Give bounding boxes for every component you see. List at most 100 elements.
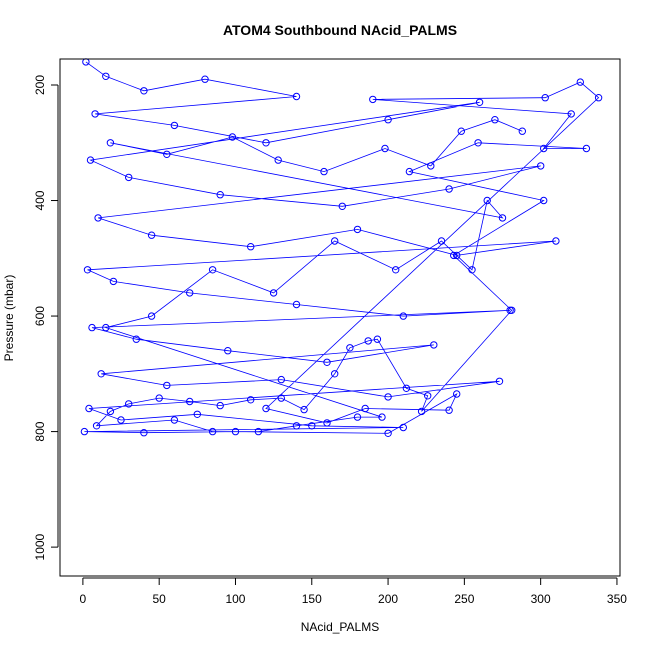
data-point bbox=[540, 196, 548, 205]
data-point bbox=[353, 225, 362, 234]
data-point bbox=[102, 323, 110, 332]
x-tick-label: 100 bbox=[225, 592, 245, 606]
x-tick-label: 250 bbox=[454, 592, 474, 606]
x-tick-label: 350 bbox=[607, 592, 627, 606]
data-point bbox=[92, 422, 101, 430]
data-point bbox=[457, 127, 465, 135]
data-point bbox=[323, 358, 331, 366]
data-point bbox=[331, 237, 339, 245]
data-point bbox=[576, 78, 584, 86]
data-point bbox=[147, 231, 156, 239]
data-point bbox=[405, 167, 414, 176]
data-point bbox=[384, 393, 392, 401]
data-point bbox=[474, 139, 482, 147]
data-point bbox=[292, 422, 301, 430]
data-point bbox=[216, 401, 224, 410]
x-axis: 0 50 100 150 200 250 300 350 bbox=[80, 577, 627, 606]
x-axis-label: NAcid_PALMS bbox=[301, 620, 379, 634]
data-point bbox=[541, 94, 549, 102]
data-point bbox=[97, 370, 105, 378]
plot-data bbox=[80, 58, 603, 437]
data-point bbox=[453, 390, 461, 398]
y-tick-label: 200 bbox=[33, 75, 47, 95]
data-point bbox=[163, 381, 171, 390]
data-point bbox=[384, 116, 392, 124]
data-point bbox=[537, 162, 545, 170]
data-point bbox=[262, 139, 270, 147]
data-point bbox=[450, 251, 458, 260]
data-point bbox=[208, 427, 217, 436]
data-point bbox=[247, 396, 255, 404]
data-point bbox=[102, 72, 110, 81]
data-point bbox=[193, 410, 202, 418]
data-point bbox=[495, 377, 504, 385]
data-point bbox=[91, 110, 99, 118]
data-point bbox=[106, 139, 115, 147]
data-point bbox=[369, 95, 377, 104]
plot-frame bbox=[59, 58, 621, 577]
data-point bbox=[402, 384, 411, 392]
data-point bbox=[292, 92, 301, 101]
data-point bbox=[80, 427, 89, 436]
data-point bbox=[106, 407, 115, 416]
data-point bbox=[491, 116, 499, 124]
data-point bbox=[140, 429, 148, 437]
data-point bbox=[277, 375, 285, 384]
series-line bbox=[84, 61, 600, 434]
data-point bbox=[475, 98, 484, 107]
data-point bbox=[269, 289, 278, 297]
data-point bbox=[468, 266, 476, 274]
x-tick-label: 0 bbox=[80, 592, 87, 606]
data-point bbox=[582, 144, 591, 153]
data-point bbox=[364, 337, 372, 345]
y-tick-label: 400 bbox=[33, 190, 47, 210]
y-tick-label: 800 bbox=[33, 421, 47, 441]
data-point bbox=[274, 156, 282, 164]
data-point bbox=[292, 300, 301, 309]
data-point bbox=[399, 312, 407, 320]
data-point bbox=[262, 404, 270, 413]
y-axis-label: Pressure (mbar) bbox=[2, 275, 16, 362]
data-point bbox=[567, 110, 575, 118]
data-point bbox=[247, 243, 255, 251]
data-point bbox=[320, 167, 328, 176]
data-point bbox=[308, 422, 316, 430]
data-point bbox=[498, 214, 507, 222]
data-point bbox=[353, 413, 362, 421]
data-point bbox=[254, 427, 263, 436]
data-point bbox=[508, 306, 516, 314]
data-point bbox=[216, 191, 224, 199]
data-point bbox=[399, 423, 407, 432]
data-point bbox=[208, 266, 217, 274]
data-point bbox=[331, 370, 339, 378]
data-point bbox=[427, 162, 435, 170]
x-tick-label: 300 bbox=[531, 592, 551, 606]
data-point bbox=[437, 237, 446, 245]
data-point bbox=[552, 237, 560, 245]
data-point bbox=[483, 196, 491, 205]
data-point bbox=[445, 406, 453, 414]
data-point bbox=[338, 202, 346, 211]
data-point bbox=[147, 312, 156, 320]
data-point bbox=[163, 150, 171, 159]
data-point bbox=[125, 400, 133, 408]
x-tick-label: 150 bbox=[302, 592, 322, 606]
data-point bbox=[125, 173, 133, 182]
x-tick-label: 200 bbox=[378, 592, 398, 606]
data-point bbox=[228, 133, 237, 141]
data-point bbox=[445, 185, 453, 193]
data-point bbox=[453, 251, 461, 260]
y-axis: 200 400 600 800 1000 bbox=[33, 75, 59, 560]
data-point bbox=[430, 341, 438, 349]
data-point bbox=[323, 419, 331, 427]
data-point bbox=[381, 144, 389, 153]
data-point bbox=[594, 94, 603, 102]
data-point bbox=[94, 214, 102, 222]
data-point bbox=[186, 289, 194, 297]
data-point bbox=[224, 347, 232, 355]
data-point bbox=[109, 277, 118, 286]
data-point bbox=[378, 413, 386, 421]
data-point bbox=[132, 335, 141, 343]
data-point bbox=[186, 397, 194, 406]
data-point bbox=[540, 144, 548, 153]
